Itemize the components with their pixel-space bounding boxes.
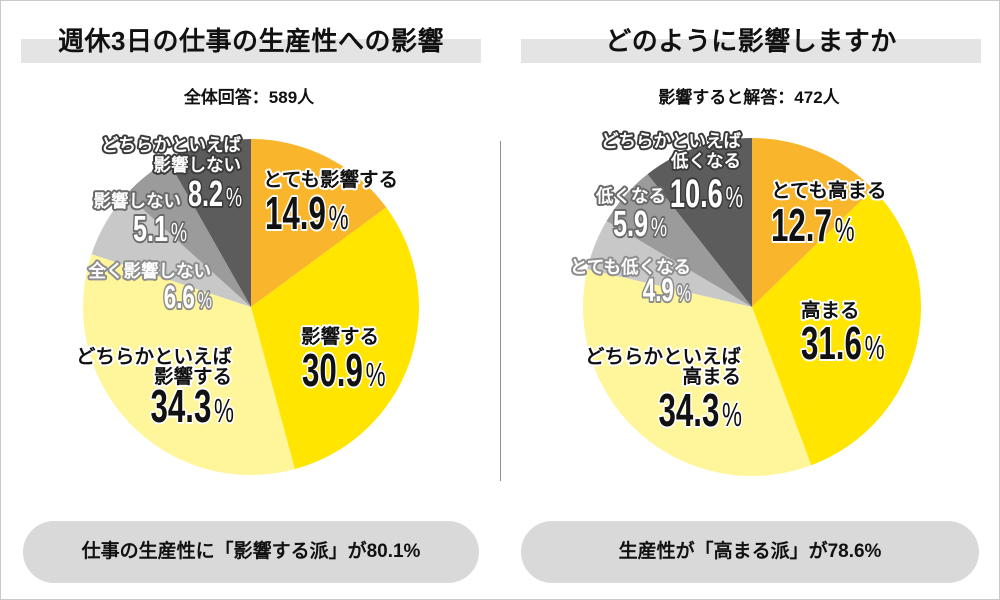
slice-value-unit: % xyxy=(329,199,349,236)
pie-chart: とても高まる 12.7% 高まる 31.6% どちらかといえば 高まる 34.3… xyxy=(568,129,921,477)
slice-value-number: 34.3 xyxy=(658,385,719,436)
pie-slice-5 xyxy=(606,174,752,307)
slice-value-unit: % xyxy=(835,211,855,248)
pie-slice-4 xyxy=(587,220,752,307)
pie-slice-4 xyxy=(91,194,251,307)
chart-title: 週休3日の仕事の生産性への影響 xyxy=(21,19,481,63)
slice-value: 6.6% xyxy=(164,279,212,315)
slice-label: 影響する xyxy=(154,365,232,388)
slice-label: 全く影響しない xyxy=(88,261,212,281)
pie-labels: とても高まる 12.7% 高まる 31.6% どちらかといえば 高まる 34.3… xyxy=(568,129,889,438)
slice-value-unit: % xyxy=(722,396,742,433)
slice-value: 5.9% xyxy=(613,204,667,245)
slice-value-unit: % xyxy=(677,281,691,306)
slice-label: とても高まる xyxy=(771,179,886,202)
slice-label: 影響しない xyxy=(154,155,242,175)
pie-chart: とても影響する 14.9% 影響する 30.9% どちらかといえば 影響する 3… xyxy=(74,133,419,475)
slice-value-number: 5.9 xyxy=(613,204,648,245)
slice-value: 8.2% xyxy=(188,174,242,215)
slice-value-number: 31.6 xyxy=(801,318,862,369)
slice-value-number: 12.7 xyxy=(771,200,832,251)
slice-label: 高まる xyxy=(801,299,860,322)
slice-value-number: 14.9 xyxy=(265,188,326,239)
slice-value: 34.3% xyxy=(658,385,742,436)
slice-value-number: 5.1 xyxy=(133,209,168,250)
slice-value: 34.3% xyxy=(150,381,234,432)
slice-value-unit: % xyxy=(651,213,667,242)
slice-value-number: 6.6 xyxy=(164,279,195,315)
pie-slice-2 xyxy=(251,207,419,470)
slice-value: 12.7% xyxy=(771,200,855,251)
chart-panel-left: とても影響する 14.9% 影響する 30.9% どちらかといえば 影響する 3… xyxy=(1,1,501,599)
slice-value-number: 34.3 xyxy=(150,381,211,432)
slice-label: どちらかといえば xyxy=(76,346,233,368)
summary-pill: 生産性が「高まる派」が78.6% xyxy=(521,521,979,583)
slice-value: 4.9% xyxy=(643,272,691,308)
slice-value: 30.9% xyxy=(302,345,386,396)
slice-label: 低くなる xyxy=(670,151,741,171)
slice-value-unit: % xyxy=(725,182,743,214)
pie-slice-1 xyxy=(251,139,387,307)
slice-value-unit: % xyxy=(226,183,242,212)
slice-label: 低くなる xyxy=(595,186,666,206)
slice-value-number: 8.2 xyxy=(188,174,223,215)
slice-value-number: 30.9 xyxy=(302,345,363,396)
pie-labels: とても影響する 14.9% 影響する 30.9% どちらかといえば 影響する 3… xyxy=(74,133,400,434)
pie-slice-3 xyxy=(82,254,295,475)
slice-label: どちらかといえば xyxy=(601,131,741,151)
slice-label: 影響する xyxy=(301,325,379,348)
summary-pill: 仕事の生産性に「影響する派」が80.1% xyxy=(23,521,479,583)
slice-value-unit: % xyxy=(171,218,187,247)
slice-value-unit: % xyxy=(214,392,234,429)
slice-label: どちらかといえば xyxy=(101,135,241,155)
slice-value: 10.6% xyxy=(670,172,743,216)
slice-value-number: 10.6 xyxy=(670,172,723,216)
slice-value-unit: % xyxy=(865,329,885,366)
pie-slice-6 xyxy=(647,138,752,307)
slice-label: とても低くなる xyxy=(570,257,691,277)
chart-subtitle: 全体回答：589人 xyxy=(183,88,315,107)
panel-divider xyxy=(500,141,501,481)
pie-slice-1 xyxy=(752,138,873,307)
slice-value-unit: % xyxy=(198,288,212,313)
pie-slice-3 xyxy=(582,269,812,477)
slice-value: 31.6% xyxy=(801,318,885,369)
pie-slices xyxy=(582,138,921,477)
slice-value-number: 4.9 xyxy=(643,272,674,308)
slice-value: 14.9% xyxy=(265,188,349,239)
chart-panel-right: とても高まる 12.7% 高まる 31.6% どちらかといえば 高まる 34.3… xyxy=(501,1,999,599)
chart-subtitle: 影響すると解答：472人 xyxy=(658,88,840,107)
slice-label: どちらかといえば xyxy=(585,346,742,368)
pie-slice-5 xyxy=(126,160,251,307)
slice-label: とても影響する xyxy=(263,168,398,191)
slice-value-unit: % xyxy=(366,356,386,393)
slice-label: 影響しない xyxy=(94,191,182,211)
slice-value: 5.1% xyxy=(133,209,187,250)
chart-title: どのように影響しますか xyxy=(521,19,981,63)
pie-slice-2 xyxy=(752,189,921,466)
pie-slices xyxy=(82,139,419,475)
slice-label: 高まる xyxy=(682,365,741,388)
pie-slice-6 xyxy=(168,139,251,307)
